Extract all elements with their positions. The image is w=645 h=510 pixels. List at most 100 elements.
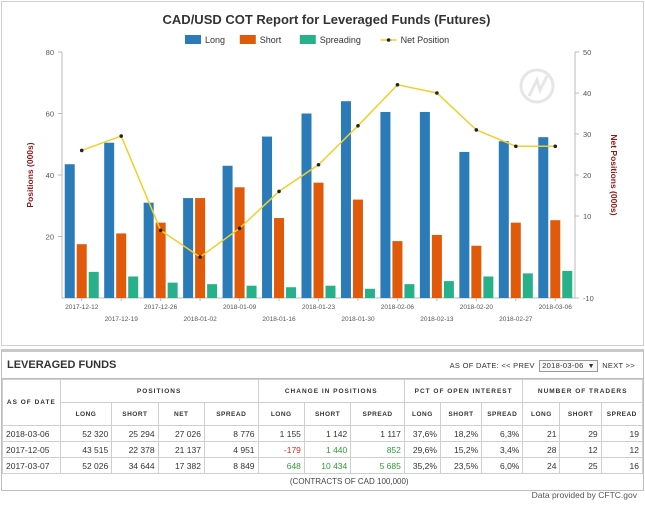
table-cell: 52 320 (59, 425, 113, 442)
selected-date: 2018-03-06 (542, 361, 584, 370)
contracts-note: (CONTRACTS OF CAD 100,000) (289, 477, 409, 486)
net-position-point (119, 134, 123, 138)
chart-panel: CAD/USD COT Report for Leveraged Funds (… (1, 1, 644, 346)
net-position-point (158, 228, 163, 233)
group-traders: NUMBER OF TRADERS (522, 379, 643, 403)
table-cell: 18,2% (439, 425, 483, 442)
y2-tick-label: -10 (583, 294, 594, 303)
table-cell: 1 142 (303, 425, 352, 442)
bar-long (538, 137, 549, 298)
bar-short (510, 222, 521, 298)
row-date: 2017-12-05 (2, 441, 61, 458)
bar-long (301, 113, 312, 298)
legend-label: Spreading (320, 35, 361, 45)
table-cell: 15,2% (439, 441, 483, 458)
table-cell: -179 (257, 441, 305, 458)
bar-spreading (246, 285, 257, 298)
bar-spreading (443, 281, 454, 298)
x-tick-label: 2018-02-20 (460, 304, 494, 311)
group-header-row: AS OF DATE POSITIONS CHANGE IN POSITIONS… (2, 379, 643, 426)
table-cell: 25 (559, 457, 602, 474)
col-header: SHORT (559, 402, 602, 426)
net-position-point (79, 148, 84, 153)
table-cell: 6,3% (481, 425, 524, 442)
col-header: SHORT (111, 402, 159, 426)
x-tick-label: 2018-01-23 (302, 304, 336, 311)
x-tick-label: 2018-02-27 (499, 316, 533, 323)
cot-chart: CAD/USD COT Report for Leveraged Funds (… (25, 12, 619, 323)
prev-link[interactable]: << PREV (501, 360, 535, 370)
row-date: 2017-03-07 (2, 457, 61, 474)
y-axis-title: Positions (000s) (25, 142, 35, 207)
bar-spreading (286, 287, 297, 298)
table-cell: 12 (559, 441, 602, 458)
table-cell: 17 382 (157, 457, 205, 474)
net-position-point (356, 124, 360, 128)
table-header-bar: LEVERAGED FUNDS AS OF DATE: << PREV 2018… (2, 352, 643, 379)
net-position-point (277, 189, 281, 194)
data-source-credit: Data provided by CFTC.gov (531, 490, 637, 500)
watermark-logo-mark (527, 75, 549, 97)
bar-spreading (404, 284, 415, 298)
table-cell: 24 (522, 457, 561, 474)
bar-short (195, 198, 206, 298)
cot-table: AS OF DATE POSITIONS CHANGE IN POSITIONS… (2, 379, 644, 489)
x-tick-label: 2018-01-30 (341, 316, 375, 323)
bar-long (419, 111, 430, 299)
bar-long (64, 164, 75, 298)
legend-marker (386, 38, 391, 42)
x-tick-label: 2018-02-06 (381, 304, 415, 311)
y-tick-label: 80 (46, 48, 54, 57)
col-header: LONG (403, 402, 441, 426)
table-cell: 1 440 (303, 441, 352, 458)
legend-label: Short (260, 35, 282, 45)
bar-short (116, 233, 127, 298)
table-cell: 52 026 (59, 457, 113, 474)
y-tick-label: 20 (46, 233, 54, 242)
table-cell: 1 155 (257, 425, 305, 442)
bar-long (104, 142, 115, 298)
x-tick-label: 2018-02-13 (420, 316, 454, 323)
chevron-down-icon: ▼ (587, 363, 595, 370)
table-cell: 37,6% (403, 425, 441, 442)
y2-tick-label: 10 (583, 212, 591, 221)
table-cell: 29 (559, 425, 602, 442)
table-cell: 27 026 (157, 425, 205, 442)
bar-short (155, 222, 166, 298)
bar-long (380, 111, 391, 299)
x-tick-label: 2017-12-19 (105, 316, 139, 323)
legend-label: Long (205, 35, 225, 45)
bar-short (76, 244, 87, 298)
x-tick-label: 2018-01-09 (223, 304, 257, 311)
net-position-point (316, 162, 321, 167)
table-cell: 19 (600, 425, 644, 442)
y2-axis-title: Net Positions (000s) (609, 134, 619, 215)
group-positions: POSITIONS (59, 379, 259, 403)
table-row: 2018-03-06 52 320 25 294 27 026 8 776 1 155 1 … (2, 425, 644, 442)
bar-spreading (483, 276, 494, 298)
date-select[interactable]: 2018-03-06 ▼ (539, 360, 598, 372)
next-link[interactable]: NEXT >> (602, 360, 635, 370)
table-cell: 16 (600, 457, 644, 474)
watermark-logo (519, 68, 555, 104)
bar-short (431, 234, 442, 298)
net-position-point (395, 83, 400, 87)
table-cell: 648 (257, 457, 305, 474)
legend-swatch (185, 35, 201, 44)
legend-swatch (299, 35, 316, 44)
table-cell: 852 (350, 441, 405, 458)
y2-tick-label: 30 (583, 130, 591, 139)
table-cell: 29,6% (403, 441, 441, 458)
x-tick-label: 2017-12-26 (144, 304, 178, 311)
table-cell: 21 137 (157, 441, 205, 458)
table-title: LEVERAGED FUNDS (7, 359, 117, 371)
col-header: SPREAD (600, 402, 644, 426)
bar-spreading (522, 273, 533, 298)
bar-spreading (88, 271, 99, 298)
net-position-point (198, 255, 202, 259)
bar-spreading (128, 276, 139, 298)
col-header: LONG (59, 402, 113, 426)
table-cell: 3,4% (481, 441, 524, 458)
bar-short (352, 199, 363, 298)
table-cell: 22 378 (111, 441, 159, 458)
